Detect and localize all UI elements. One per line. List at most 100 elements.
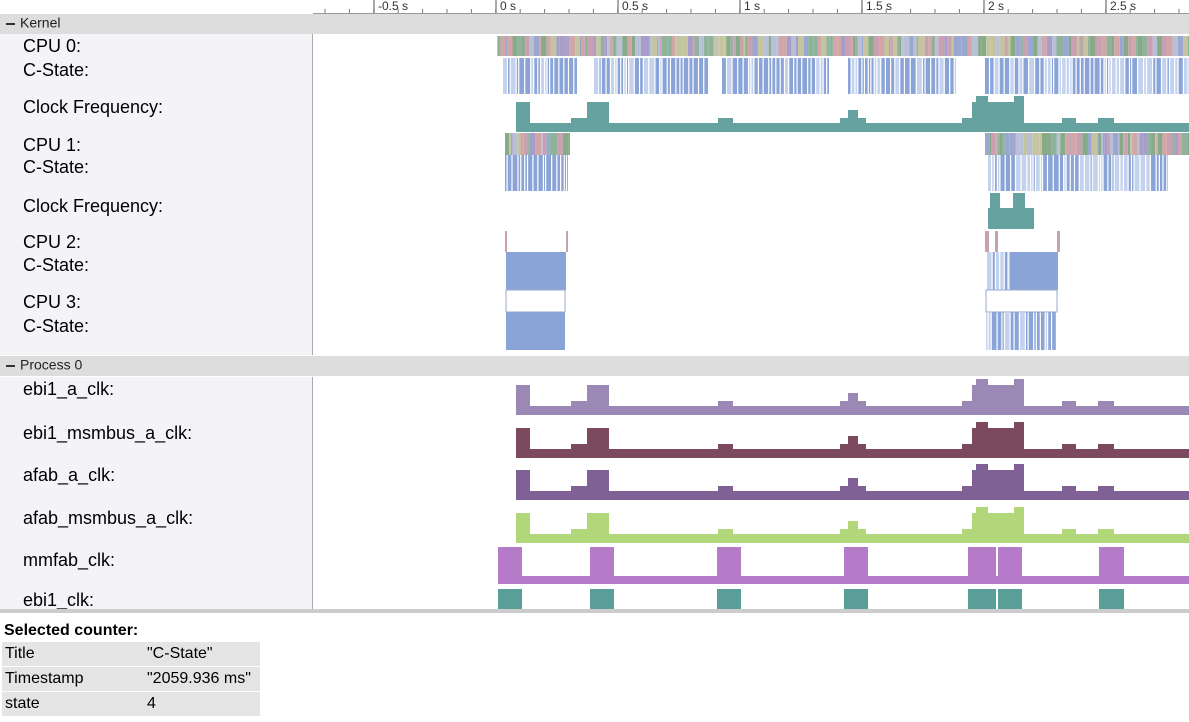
counter-step <box>498 547 522 584</box>
slice <box>716 36 719 56</box>
slice <box>826 36 830 56</box>
counter-step <box>858 444 866 458</box>
counter-step <box>498 589 522 609</box>
slice <box>996 36 1000 56</box>
counter-step <box>962 401 972 415</box>
collapse-icon[interactable] <box>6 365 15 367</box>
cstate-bar <box>820 58 823 94</box>
counter-step <box>844 547 868 584</box>
collapse-icon[interactable] <box>6 23 15 25</box>
slice <box>1172 36 1178 56</box>
slice <box>813 36 818 56</box>
cstate-bar <box>1092 155 1098 191</box>
counter-step <box>962 118 972 132</box>
counter-step <box>571 401 587 415</box>
slice <box>554 133 558 155</box>
cstate-bar <box>1011 155 1015 191</box>
slice <box>517 133 521 155</box>
slice <box>861 36 864 56</box>
counter-step <box>968 547 996 584</box>
cstate-bar <box>547 58 550 94</box>
cstate-bar <box>534 58 538 94</box>
section-title[interactable]: Kernel <box>20 15 60 31</box>
cstate-bar <box>727 58 732 94</box>
slice <box>510 133 513 155</box>
slice <box>649 36 653 56</box>
slice <box>1106 36 1112 56</box>
slice <box>641 36 646 56</box>
cstate-bar <box>794 58 797 94</box>
slice <box>1010 36 1016 56</box>
cstate-bar <box>1120 155 1123 191</box>
counter-step <box>840 118 848 132</box>
slice <box>1107 133 1111 155</box>
track-label: Clock Frequency: <box>23 196 163 216</box>
slice <box>723 36 725 56</box>
cstate-bar <box>1101 155 1103 191</box>
slice <box>1181 133 1188 155</box>
slice <box>522 36 525 56</box>
section-header[interactable] <box>0 356 1189 376</box>
slice <box>1187 133 1189 155</box>
cstate-bar <box>877 58 881 94</box>
counter-step <box>1014 422 1024 458</box>
cstate-bar <box>689 58 693 94</box>
cstate-bar <box>512 155 518 191</box>
slice <box>1004 133 1010 155</box>
slice <box>981 36 987 56</box>
cstate-bar <box>671 58 676 94</box>
slice <box>1047 133 1052 155</box>
counter-step <box>972 470 976 500</box>
slice <box>667 36 672 56</box>
slice <box>1009 133 1014 155</box>
cstate-bar <box>655 58 660 94</box>
slice <box>509 133 511 155</box>
slice <box>516 36 523 56</box>
counter-step <box>587 470 609 500</box>
slice <box>1141 36 1148 56</box>
cstate-bar <box>528 155 533 191</box>
splitter[interactable] <box>0 609 1189 613</box>
section-title[interactable]: Process 0 <box>20 357 82 373</box>
cstate-bar <box>1059 58 1061 94</box>
counter-step <box>718 486 733 500</box>
cstate-bar <box>1008 252 1010 290</box>
cstate-bar <box>676 58 680 94</box>
cstate-bar <box>1004 312 1010 350</box>
cstate-bar <box>1000 155 1005 191</box>
slice <box>1039 133 1042 155</box>
slice <box>699 36 704 56</box>
slice <box>745 36 748 56</box>
cstate-bar <box>519 58 525 94</box>
cstate-bar <box>693 58 698 94</box>
slice <box>732 36 735 56</box>
counter-step <box>840 401 848 415</box>
cstate-bar <box>1010 58 1014 94</box>
counter-base <box>498 576 1189 584</box>
cstate-bar <box>1109 58 1111 94</box>
track-labels: CPU 0:C-State:Clock Frequency:CPU 1:C-St… <box>23 36 193 611</box>
slice <box>922 36 925 56</box>
slice <box>1065 133 1070 155</box>
cstate-bar <box>1045 312 1048 350</box>
slice <box>985 133 990 155</box>
slice <box>566 36 570 56</box>
slice <box>916 36 918 56</box>
slice <box>596 36 601 56</box>
slice <box>612 36 617 56</box>
slice <box>569 36 576 56</box>
cstate-bar <box>994 155 997 191</box>
slice <box>1135 36 1138 56</box>
cstate-bar <box>1005 155 1011 191</box>
slice <box>730 36 733 56</box>
slice <box>1151 133 1156 155</box>
cstate-bar <box>564 58 568 94</box>
slice <box>857 36 862 56</box>
counter-step <box>972 513 976 543</box>
cstate-bar <box>559 58 564 94</box>
counter-step <box>571 529 587 543</box>
cstate-bar <box>776 58 780 94</box>
cstate-bar <box>1178 58 1183 94</box>
counter-step <box>1099 547 1124 584</box>
section-header[interactable] <box>0 14 1189 34</box>
